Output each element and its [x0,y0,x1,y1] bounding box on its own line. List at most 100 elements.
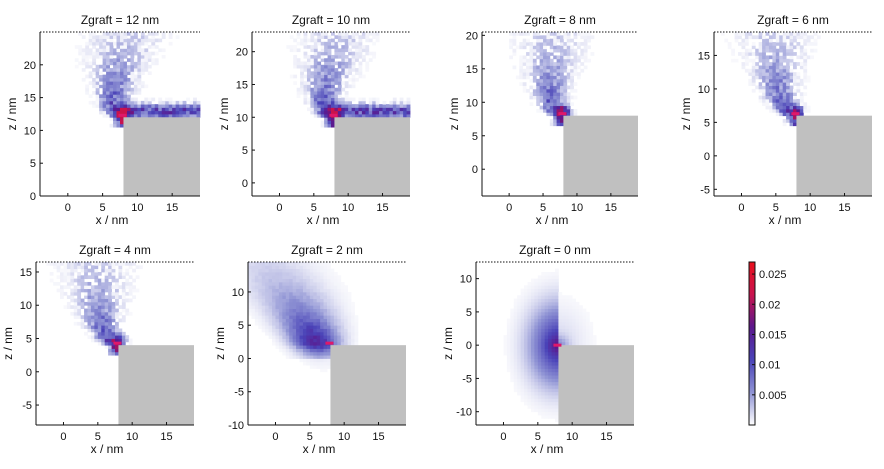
heatmap-cell [340,315,345,319]
heatmap-cell [351,305,355,309]
colorbar-tick-label: 0.015 [759,329,787,341]
heatmap-cell [97,318,102,323]
heatmap-cell [579,328,583,333]
heatmap-cell [529,42,534,46]
heatmap-cell [519,82,524,86]
heatmap-cell [399,110,404,115]
heatmap-cell [147,54,152,59]
heatmap-cell [109,117,114,121]
heatmap-cell [583,52,588,56]
heatmap-cell [108,321,112,326]
heatmap-cell [128,338,133,343]
heatmap-cell [337,338,342,343]
heatmap-cell [546,102,551,107]
heatmap-cell [541,305,546,309]
heatmap-cell [513,378,518,383]
heatmap-cell [768,82,773,86]
heatmap-cell [331,64,335,69]
heatmap-cell [90,288,95,293]
heatmap-cell [137,81,142,85]
heatmap-cell [154,104,159,108]
heatmap-cell [546,52,551,56]
heatmap-cell [316,325,321,329]
panel-title: Zgraft = 12 nm [81,13,159,27]
heatmap-cell [510,368,515,373]
heatmap-cell [289,338,294,343]
heatmap-cell [337,81,342,85]
heatmap-cell [580,55,585,60]
heatmap-cell [104,285,109,290]
heatmap-cell [309,278,314,283]
heatmap-cell [92,104,97,108]
heatmap-cell [544,391,549,396]
heatmap-cell [282,351,287,356]
heatmap-cell [306,278,311,283]
heatmap-cell [526,75,530,80]
heatmap-cell [137,54,142,59]
heatmap-cell [590,52,595,56]
heatmap-cell [551,278,556,283]
heatmap-cell [779,108,784,113]
heatmap-cell [140,54,145,59]
heatmap-cell [268,318,273,323]
heatmap-cell [313,365,318,369]
heatmap-cell [316,268,321,273]
heatmap-cell [762,72,766,76]
heatmap-cell [799,95,804,100]
heatmap-cell [102,94,107,98]
heatmap-cell [299,338,304,343]
heatmap-cell [572,331,576,336]
heatmap-cell [313,110,318,115]
heatmap-cell [309,288,314,293]
heatmap-cell [309,298,314,303]
heatmap-cell [786,92,790,96]
heatmap-cell [186,107,190,112]
heatmap-cell [786,108,790,113]
heatmap-cell [765,82,770,86]
heatmap-cell [570,85,574,90]
heatmap-cell [566,42,571,46]
heatmap-cell [128,265,133,270]
heatmap-cell [573,108,578,113]
heatmap-cell [330,335,335,339]
heatmap-cell [101,305,106,309]
heatmap-cell [154,61,159,66]
y-tick-label: 5 [466,307,472,319]
heatmap-cell [306,68,311,72]
heatmap-cell [556,122,561,127]
heatmap-cell [111,301,116,306]
heatmap-cell [302,268,307,273]
heatmap-cell [111,325,116,329]
heatmap-cell [121,318,126,323]
heatmap-cell [278,345,283,349]
heatmap-cell [544,348,549,353]
heatmap-cell [327,38,332,43]
heatmap-cell [558,321,563,326]
heatmap-cell [551,321,556,326]
heatmap-cell [351,54,356,59]
heatmap-cell [324,117,328,121]
heatmap-cell [126,41,131,46]
heatmap-cell [320,325,324,329]
heatmap-cell [573,65,578,70]
heatmap-cell [551,335,556,339]
heatmap-cell [337,74,342,79]
heatmap-cell [406,114,411,118]
heatmap-cell [316,301,321,306]
heatmap-cell [323,305,328,309]
heatmap-cell [101,335,106,339]
heatmap-cell [104,298,109,303]
heatmap-cell [102,77,107,82]
heatmap-cell [544,398,549,403]
heatmap-cell [382,104,387,108]
heatmap-cell [513,298,518,303]
heatmap-cell [261,295,266,299]
heatmap-cell [128,291,133,296]
heatmap-cell [517,381,522,386]
heatmap-cell [789,62,794,66]
heatmap-cell [536,65,541,70]
heatmap-cell [285,301,290,306]
heatmap-cell [116,84,121,89]
heatmap-cell [84,318,88,323]
heatmap-cell [80,281,85,286]
